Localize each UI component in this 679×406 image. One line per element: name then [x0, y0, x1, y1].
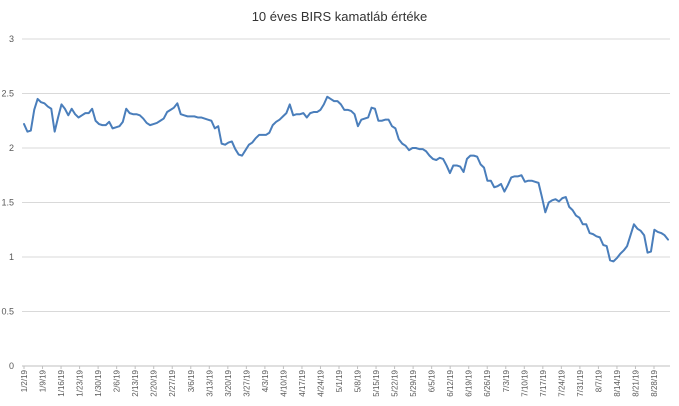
x-tick-label: 8/14/19	[613, 369, 622, 396]
x-tick-label: 6/5/19	[428, 369, 437, 392]
series-line	[23, 95, 669, 263]
x-tick-label: 1/23/19	[76, 369, 85, 396]
chart-title: 10 éves BIRS kamatláb értéke	[251, 9, 428, 24]
y-tick-label: 3	[9, 34, 14, 44]
x-tick-label: 1/9/19	[39, 369, 48, 392]
gridlines	[22, 38, 670, 367]
x-tick-label: 3/6/19	[187, 369, 196, 392]
x-tick-label: 3/27/19	[242, 369, 251, 396]
x-tick-label: 6/26/19	[483, 369, 492, 396]
x-tick-label: 4/10/19	[279, 369, 288, 396]
x-tick-label: 5/22/19	[391, 369, 400, 396]
x-tick-label: 1/16/19	[57, 369, 66, 396]
y-tick-label: 2.5	[1, 89, 14, 99]
y-axis-labels: 0 0.5 1 1.5 2 2.5 3	[1, 34, 14, 371]
x-tick-label: 3/13/19	[205, 369, 214, 396]
x-tick-label: 7/31/19	[576, 369, 585, 396]
x-tick-label: 1/2/19	[20, 369, 29, 392]
series-layer	[23, 95, 669, 263]
x-tick-label: 5/29/19	[409, 369, 418, 396]
x-tick-label: 6/12/19	[446, 369, 455, 396]
x-tick-label: 3/20/19	[224, 369, 233, 396]
x-axis-labels: 1/2/19 1/9/19 1/16/19 1/23/19 1/30/19 2/6/19 2…	[20, 366, 659, 397]
x-tick-label: 4/3/19	[261, 369, 270, 392]
x-tick-label: 8/7/19	[594, 369, 603, 392]
x-tick-label: 7/3/19	[502, 369, 511, 392]
x-tick-label: 8/28/19	[650, 369, 659, 396]
x-tick-label: 7/17/19	[539, 369, 548, 396]
x-tick-label: 2/27/19	[168, 369, 177, 396]
x-tick-label: 6/19/19	[465, 369, 474, 396]
x-tick-label: 4/24/19	[316, 369, 325, 396]
y-tick-label: 1.5	[1, 198, 14, 208]
x-tick-label: 5/1/19	[335, 369, 344, 392]
x-tick-label: 5/15/19	[372, 369, 381, 396]
y-tick-label: 2	[9, 143, 14, 153]
x-tick-label: 2/6/19	[113, 369, 122, 392]
x-tick-label: 7/24/19	[557, 369, 566, 396]
x-tick-label: 7/10/19	[520, 369, 529, 396]
y-tick-label: 0	[9, 361, 14, 371]
y-tick-label: 1	[9, 252, 14, 262]
y-tick-label: 0.5	[1, 307, 14, 317]
x-tick-label: 1/30/19	[94, 369, 103, 396]
x-tick-label: 8/21/19	[631, 369, 640, 396]
x-tick-label: 2/20/19	[150, 369, 159, 396]
x-tick-label: 2/13/19	[131, 369, 140, 396]
x-tick-label: 5/8/19	[354, 369, 363, 392]
x-tick-label: 4/17/19	[298, 369, 307, 396]
